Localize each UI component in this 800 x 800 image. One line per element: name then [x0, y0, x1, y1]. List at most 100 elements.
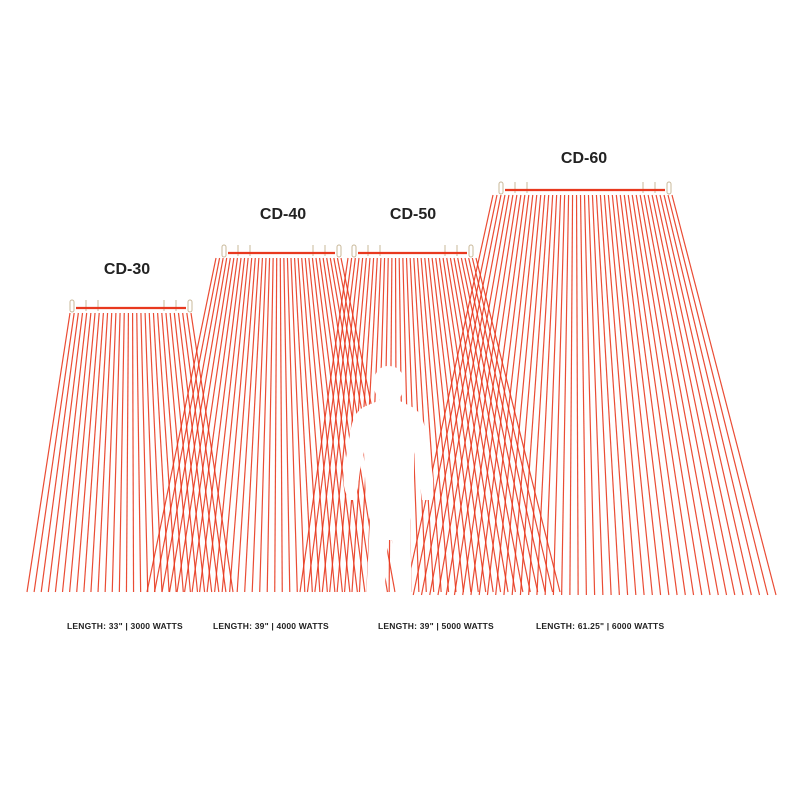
heating-element-cd-60 — [655, 194, 744, 596]
frame-hook-cd-30 — [187, 299, 193, 313]
heating-element-cd-60 — [635, 194, 703, 596]
heating-element-cd-60 — [478, 194, 530, 596]
heating-element-cd-40 — [191, 257, 239, 593]
heating-element-cd-30 — [26, 312, 71, 593]
heating-element-cd-60 — [587, 194, 604, 596]
heating-element-cd-40 — [279, 257, 283, 593]
heating-element-cd-60 — [412, 194, 498, 596]
heating-element-cd-40 — [206, 257, 246, 593]
frame-hook-cd-50 — [468, 244, 474, 258]
heating-element-cd-60 — [659, 194, 752, 596]
heating-element-cd-40 — [251, 257, 267, 593]
model-title-cd-30: CD-30 — [103, 261, 151, 278]
heating-element-cd-50 — [431, 257, 472, 593]
heating-element-cd-40 — [183, 257, 235, 593]
heating-element-cd-40 — [161, 257, 224, 593]
heating-element-cd-60 — [607, 194, 645, 596]
heating-element-cd-50 — [427, 257, 465, 593]
heating-element-cd-50 — [453, 257, 517, 593]
heating-element-cd-30 — [83, 312, 104, 593]
heating-element-cd-30 — [157, 312, 177, 593]
heating-element-cd-60 — [575, 194, 579, 596]
heating-element-cd-40 — [168, 257, 228, 593]
heating-element-cd-50 — [446, 257, 502, 593]
heating-element-cd-50 — [416, 257, 442, 593]
heating-element-cd-60 — [453, 194, 518, 596]
spec-cd-40: LENGTH: 39" | 4000 WATTS — [213, 621, 329, 631]
heating-element-cd-50 — [424, 257, 457, 593]
heating-element-cd-30 — [140, 312, 149, 593]
heating-element-cd-60 — [579, 194, 587, 596]
heating-element-cd-60 — [462, 194, 522, 596]
heating-element-cd-60 — [639, 194, 711, 596]
heating-element-cd-30 — [111, 312, 121, 593]
heating-element-cd-50 — [299, 257, 349, 593]
heating-element-cd-40 — [236, 257, 260, 593]
heating-element-cd-30 — [40, 312, 79, 593]
heating-element-cd-40 — [311, 257, 351, 593]
heating-element-cd-40 — [301, 257, 328, 593]
heating-element-cd-60 — [583, 194, 596, 596]
model-title-cd-40: CD-40 — [259, 206, 307, 223]
model-title-cd-60: CD-60 — [560, 150, 608, 167]
heating-element-cd-50 — [321, 257, 360, 593]
heating-element-cd-60 — [470, 194, 526, 596]
heating-element-cd-60 — [663, 194, 761, 596]
heating-element-cd-40 — [308, 257, 343, 593]
heating-element-cd-40 — [293, 257, 313, 593]
frame-hook-cd-60 — [498, 181, 504, 195]
heating-element-cd-60 — [595, 194, 620, 596]
heating-element-cd-60 — [420, 194, 502, 596]
heating-element-cd-40 — [214, 257, 249, 593]
heating-element-cd-30 — [125, 312, 130, 593]
heating-element-cd-40 — [244, 257, 264, 593]
heating-element-cd-50 — [475, 257, 561, 593]
heating-element-cd-60 — [623, 194, 678, 596]
frame-hook-cd-60 — [666, 181, 672, 195]
heating-element-cd-30 — [169, 312, 199, 593]
heating-element-cd-40 — [259, 257, 271, 593]
heating-element-cd-40 — [266, 257, 274, 593]
heating-element-cd-40 — [221, 257, 253, 593]
heating-element-cd-40 — [318, 257, 366, 593]
heating-element-cd-50 — [471, 257, 554, 593]
heating-element-cd-50 — [449, 257, 509, 593]
heating-element-cd-50 — [336, 257, 367, 593]
heating-element-cd-60 — [599, 194, 629, 596]
heating-element-cd-50 — [438, 257, 487, 593]
heating-element-cd-30 — [104, 312, 117, 593]
heating-element-cd-40 — [176, 257, 231, 593]
spec-cd-30: LENGTH: 33" | 3000 WATTS — [67, 621, 183, 631]
heating-element-cd-60 — [429, 194, 506, 596]
heating-element-cd-60 — [495, 194, 538, 596]
frame-hook-cd-40 — [221, 244, 227, 258]
heating-element-cd-40 — [199, 257, 242, 593]
heating-element-cd-60 — [528, 194, 554, 596]
heating-element-cd-60 — [651, 194, 736, 596]
heating-element-cd-30 — [161, 312, 184, 593]
heating-element-cd-50 — [460, 257, 531, 593]
heating-element-cd-30 — [61, 312, 92, 593]
heating-element-cd-60 — [647, 194, 728, 596]
heating-element-cd-60 — [603, 194, 637, 596]
heating-element-cd-30 — [69, 312, 96, 593]
heating-element-cd-60 — [667, 194, 769, 596]
heating-element-cd-50 — [314, 257, 356, 593]
heating-element-cd-40 — [322, 257, 374, 593]
heating-element-cd-50 — [306, 257, 353, 593]
heating-element-cd-50 — [457, 257, 524, 593]
heating-element-cd-60 — [643, 194, 719, 596]
heating-element-cd-60 — [486, 194, 534, 596]
heating-element-cd-40 — [315, 257, 358, 593]
heating-element-cd-60 — [671, 194, 777, 596]
heating-element-cd-60 — [591, 194, 612, 596]
frame-hook-cd-30 — [69, 299, 75, 313]
heating-element-cd-60 — [445, 194, 514, 596]
heating-element-cd-60 — [544, 194, 562, 596]
heating-element-cd-60 — [615, 194, 662, 596]
heating-element-cd-40 — [146, 257, 217, 593]
heating-element-cd-60 — [631, 194, 695, 596]
heating-element-cd-30 — [136, 312, 142, 593]
heating-element-cd-30 — [173, 312, 206, 593]
